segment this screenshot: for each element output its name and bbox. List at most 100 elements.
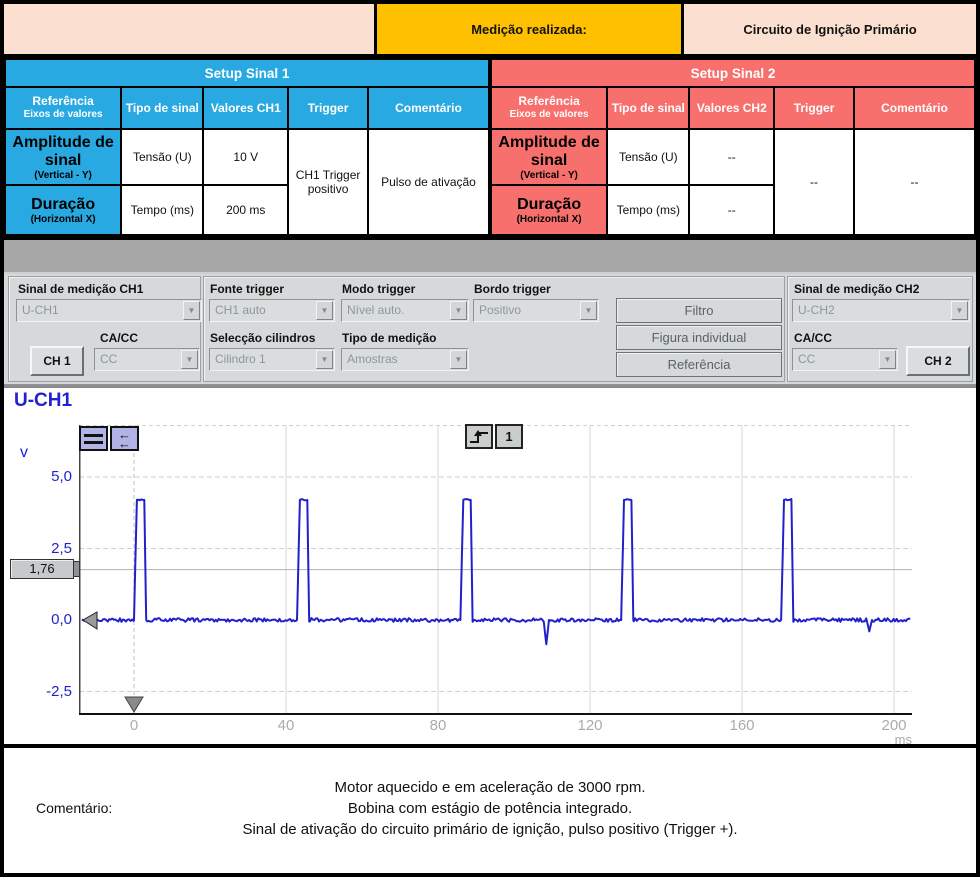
setup1-tipo-1: Tensão (U) bbox=[120, 128, 205, 186]
fonte-trigger-label: Fonte trigger bbox=[210, 282, 284, 296]
setup2-valor-2: -- bbox=[688, 184, 776, 236]
separator-bar bbox=[4, 240, 976, 274]
filtro-button[interactable]: Filtro bbox=[616, 298, 782, 323]
modo-trigger-value: Nível auto. bbox=[347, 303, 405, 317]
setup2-valor-1: -- bbox=[688, 128, 776, 186]
ch2-signal-value: U-CH2 bbox=[798, 303, 835, 317]
bordo-trigger-label: Bordo trigger bbox=[474, 282, 551, 296]
trigger-edge-icon[interactable] bbox=[465, 424, 493, 449]
x-axis-unit: ms bbox=[894, 732, 912, 747]
setup1-col-tipo: Tipo de sinal bbox=[120, 86, 205, 130]
chevron-down-icon[interactable]: ▼ bbox=[450, 301, 467, 320]
measurement-label-box: Medição realizada: bbox=[374, 4, 684, 54]
chevron-down-icon[interactable]: ▼ bbox=[450, 350, 467, 369]
y-tick-label: -2,5 bbox=[46, 682, 72, 700]
referencia-button[interactable]: Referência bbox=[616, 352, 782, 377]
setup1-row-amplitude: Amplitude de sinal (Vertical - Y) bbox=[4, 128, 123, 186]
setup2-row-amplitude: Amplitude de sinal (Vertical - Y) bbox=[489, 128, 609, 186]
chevron-down-icon[interactable]: ▼ bbox=[181, 350, 198, 369]
row-ref-main: Duração bbox=[517, 195, 582, 213]
setup2-tipo-1: Tensão (U) bbox=[606, 128, 691, 186]
ch1-group bbox=[8, 276, 201, 382]
tipo-medicao-select[interactable]: Amostras ▼ bbox=[341, 348, 469, 371]
ch2-signal-select[interactable]: U-CH2 ▼ bbox=[792, 299, 970, 322]
col-ref-main: Referência bbox=[518, 94, 580, 108]
y-tick-label: 2,5 bbox=[51, 539, 72, 557]
row-ref-main: Amplitude de sinal bbox=[498, 133, 600, 169]
row-ref-sub: (Vertical - Y) bbox=[34, 169, 92, 181]
trigger-channel-button[interactable]: 1 bbox=[495, 424, 523, 449]
chevron-down-icon[interactable]: ▼ bbox=[951, 301, 968, 320]
ch1-button[interactable]: CH 1 bbox=[30, 346, 84, 376]
oscilloscope-display: U-CH1 v ← ← 1 1,76 ms 5,0 2,5 0,0 -2,5 0 40 80 1… bbox=[4, 386, 976, 747]
header-blank-area bbox=[4, 4, 374, 54]
row-ref-sub: (Horizontal X) bbox=[516, 213, 582, 225]
ch2-button[interactable]: CH 2 bbox=[906, 346, 970, 376]
cilindros-value: Cilindro 1 bbox=[215, 352, 266, 366]
chevron-down-icon[interactable]: ▼ bbox=[316, 301, 333, 320]
divider bbox=[4, 236, 976, 240]
trigger-level-readout[interactable]: 1,76 bbox=[10, 559, 74, 579]
setup-signal-2-table: Setup Sinal 2 Referência Eixos de valores… bbox=[489, 58, 976, 236]
setup1-col-referencia: Referência Eixos de valores bbox=[4, 86, 123, 130]
cacc2-label: CA/CC bbox=[794, 331, 832, 345]
zero-lines-icon[interactable] bbox=[79, 426, 108, 451]
scope-channel-title: U-CH1 bbox=[14, 390, 73, 411]
setup2-tipo-2: Tempo (ms) bbox=[606, 184, 691, 236]
report-header: Medição realizada: Circuito de Ignição P… bbox=[4, 4, 976, 54]
x-tick-label: 0 bbox=[129, 717, 139, 734]
comment-line: Bobina com estágio de potência integrado… bbox=[347, 800, 633, 817]
ch1-signal-label: Sinal de medição CH1 bbox=[18, 282, 144, 296]
chevron-down-icon[interactable]: ▼ bbox=[879, 350, 896, 369]
x-tick-label: 120 bbox=[577, 717, 603, 734]
cacc2-value: CC bbox=[798, 352, 816, 366]
setup1-col-comentario: Comentário bbox=[366, 86, 491, 130]
setup1-row-duracao: Duração (Horizontal X) bbox=[4, 184, 123, 236]
setup2-col-tipo: Tipo de sinal bbox=[606, 86, 691, 130]
rising-edge-glyph bbox=[470, 430, 488, 443]
modo-trigger-select[interactable]: Nível auto. ▼ bbox=[341, 299, 469, 322]
chevron-down-icon[interactable]: ▼ bbox=[183, 301, 200, 320]
setup1-col-valores: Valores CH1 bbox=[202, 86, 290, 130]
comment-section: Comentário: Motor aquecido e em aceleraç… bbox=[4, 748, 976, 869]
cilindros-select[interactable]: Cilindro 1 ▼ bbox=[209, 348, 335, 371]
chevron-down-icon[interactable]: ▼ bbox=[580, 301, 597, 320]
cacc2-select[interactable]: CC ▼ bbox=[792, 348, 898, 371]
chevron-down-icon[interactable]: ▼ bbox=[316, 350, 333, 369]
y-tick-label: 5,0 bbox=[51, 468, 72, 485]
x-tick-label: 200 bbox=[881, 717, 907, 734]
fonte-trigger-select[interactable]: CH1 auto ▼ bbox=[209, 299, 335, 322]
cacc1-value: CC bbox=[100, 352, 118, 366]
tipo-medicao-label: Tipo de medição bbox=[342, 331, 437, 345]
col-ref-sub: Eixos de valores bbox=[23, 109, 103, 120]
line-glyph bbox=[84, 440, 103, 444]
modo-trigger-label: Modo trigger bbox=[342, 282, 416, 296]
comment-label: Comentário: bbox=[36, 800, 113, 816]
setup2-col-referencia: Referência Eixos de valores bbox=[489, 86, 609, 130]
figura-individual-button[interactable]: Figura individual bbox=[616, 325, 782, 350]
scope-control-panel: Sinal de medição CH1 U-CH1 ▼ CA/CC CH 1 C… bbox=[4, 274, 976, 386]
col-ref-sub: Eixos de valores bbox=[509, 109, 589, 120]
setup2-col-trigger: Trigger bbox=[773, 86, 855, 130]
row-ref-sub: (Horizontal X) bbox=[30, 213, 96, 225]
comment-line: Motor aquecido e em aceleração de 3000 r… bbox=[334, 779, 646, 796]
waveform-plot[interactable] bbox=[79, 425, 912, 715]
trigger-level-handle[interactable] bbox=[73, 561, 80, 577]
cacc1-select[interactable]: CC ▼ bbox=[94, 348, 200, 371]
row-ref-main: Duração bbox=[31, 195, 96, 213]
setup1-trigger-value: CH1 Trigger positivo bbox=[287, 128, 369, 236]
divider bbox=[4, 744, 976, 748]
x-tick-label: 160 bbox=[729, 717, 755, 734]
setup1-title: Setup Sinal 1 bbox=[4, 58, 490, 88]
scroll-left-arrows-icon[interactable]: ← ← bbox=[110, 426, 139, 451]
setup1-valor-2: 200 ms bbox=[202, 184, 290, 236]
setup2-col-valores: Valores CH2 bbox=[688, 86, 776, 130]
setup1-comment-value: Pulso de ativação bbox=[366, 128, 491, 236]
setup1-tipo-2: Tempo (ms) bbox=[120, 184, 205, 236]
comment-line: Sinal de ativação do circuito primário d… bbox=[242, 821, 738, 838]
fonte-trigger-value: CH1 auto bbox=[215, 303, 266, 317]
ch1-signal-select[interactable]: U-CH1 ▼ bbox=[16, 299, 202, 322]
setup1-col-trigger: Trigger bbox=[287, 86, 369, 130]
bordo-trigger-select[interactable]: Positivo ▼ bbox=[473, 299, 599, 322]
